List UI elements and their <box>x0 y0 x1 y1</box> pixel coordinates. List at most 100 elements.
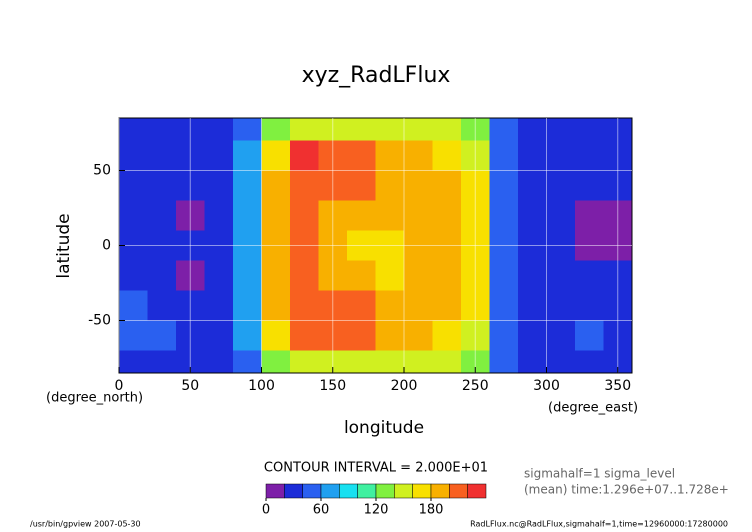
x-tick-label: 50 <box>181 378 199 394</box>
field-cell <box>518 290 547 321</box>
field-cell <box>404 350 433 373</box>
field-cell <box>147 260 177 291</box>
field-cell <box>290 118 319 141</box>
x-tick-label: 150 <box>319 378 346 394</box>
field-cell <box>575 350 604 373</box>
field-cell <box>347 290 376 321</box>
field-cell <box>290 140 319 171</box>
colorbar-cell <box>265 483 285 499</box>
field-cell <box>233 140 262 171</box>
field-cell <box>489 200 519 231</box>
field-cell <box>119 260 148 291</box>
field-cell <box>489 350 519 373</box>
field-cell <box>261 118 291 141</box>
field-cell <box>489 170 519 201</box>
x-tick-label: 0 <box>115 378 124 394</box>
field-cell <box>119 290 148 321</box>
y-tick-label: -50 <box>88 313 111 329</box>
field-cell <box>518 140 547 171</box>
field-cell <box>375 118 405 141</box>
field-cell <box>290 200 319 231</box>
field-cell <box>404 260 433 291</box>
x-units: (degree_east) <box>548 401 638 416</box>
field-cell <box>489 260 519 291</box>
field-cell <box>147 118 177 141</box>
field-cell <box>233 200 262 231</box>
colorbar-cell <box>467 483 487 499</box>
field-cell <box>347 118 376 141</box>
field-cell <box>489 118 519 141</box>
field-cell <box>432 320 462 351</box>
x-axis-label: longitude <box>344 418 424 438</box>
field-cell <box>489 320 519 351</box>
field-cell <box>404 170 433 201</box>
field-cell <box>575 140 604 171</box>
field-cell <box>204 118 234 141</box>
field-cell <box>546 350 576 373</box>
field-cell <box>575 290 604 321</box>
colorbar-cell <box>339 483 358 499</box>
field-cell <box>432 170 462 201</box>
colorbar-cell <box>449 483 468 499</box>
field-cell <box>404 200 433 231</box>
colorbar-cell <box>375 483 395 499</box>
field-cell <box>404 290 433 321</box>
x-tick-label: 250 <box>462 378 489 394</box>
field-cell <box>575 200 604 231</box>
field-cell <box>233 350 262 373</box>
field-cell <box>489 140 519 171</box>
field-cell <box>204 350 234 373</box>
field-cell <box>147 350 177 373</box>
field-cell <box>546 140 576 171</box>
field-cell <box>404 118 433 141</box>
colorbar-cell <box>357 483 377 499</box>
field-cell <box>147 170 177 201</box>
field-cell <box>375 200 405 231</box>
field-cell <box>546 260 576 291</box>
colorbar-cell <box>394 483 413 499</box>
field-cell <box>261 320 291 351</box>
field-cell <box>575 118 604 141</box>
field-cell <box>518 200 547 231</box>
field-cell <box>432 290 462 321</box>
field-cell <box>119 320 148 351</box>
field-cell <box>375 290 405 321</box>
colorbar-cell <box>284 483 303 499</box>
colorbar-tick-label: 0 <box>262 503 270 518</box>
field-cell <box>119 118 148 141</box>
field-cell <box>204 200 234 231</box>
field-cell <box>375 170 405 201</box>
field-cell <box>261 140 291 171</box>
field-cell <box>518 170 547 201</box>
field-cell <box>575 320 604 351</box>
field-cell <box>518 350 547 373</box>
footer: RadLFlux.nc@RadLFlux,sigmahalf=1,time=12… <box>470 520 728 529</box>
field-cell <box>546 118 576 141</box>
field-cell <box>546 170 576 201</box>
field-cell <box>204 170 234 201</box>
x-tick-label: 100 <box>248 378 275 394</box>
field-cell <box>347 260 376 291</box>
field-cell <box>375 260 405 291</box>
field-cell <box>233 290 262 321</box>
y-axis-label: latitude <box>54 213 74 278</box>
field-cell <box>546 320 576 351</box>
field-cell <box>347 200 376 231</box>
field-cell <box>261 200 291 231</box>
field-cell <box>204 290 234 321</box>
field-cell <box>575 170 604 201</box>
field-cell <box>147 320 177 351</box>
field-cell <box>290 170 319 201</box>
info-line: sigmahalf=1 sigma_level <box>524 467 675 481</box>
field-cell <box>518 260 547 291</box>
field-cell <box>290 350 319 373</box>
x-tick-label: 300 <box>533 378 560 394</box>
field-cell <box>261 260 291 291</box>
colorbar-cell <box>302 483 322 499</box>
field-cell <box>432 200 462 231</box>
colorbar-cell <box>412 483 432 499</box>
field-cell <box>432 260 462 291</box>
field-cell <box>147 290 177 321</box>
field-cell <box>375 320 405 351</box>
